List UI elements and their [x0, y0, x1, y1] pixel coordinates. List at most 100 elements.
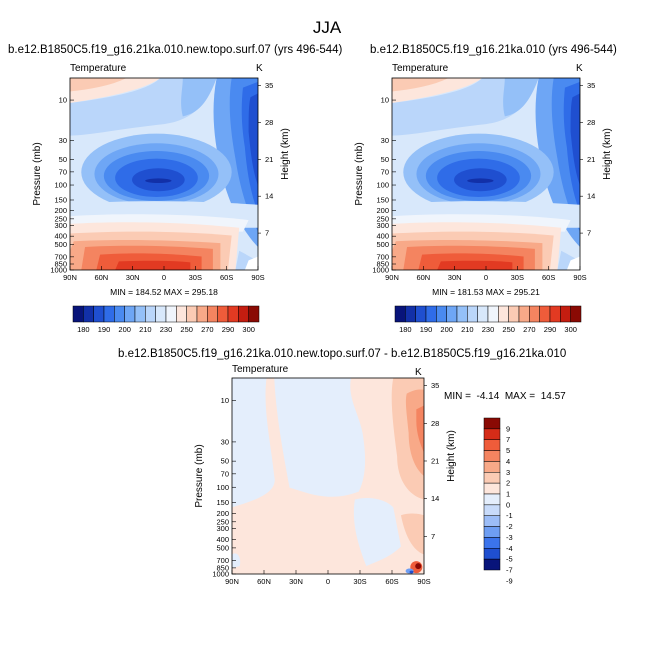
panel-3-colorbar-label: 5 — [506, 446, 510, 455]
y-tick-label: 200 — [376, 206, 389, 215]
panel-1-unit-label: K — [256, 63, 263, 74]
panel-3-colorbar-swatch — [483, 428, 501, 440]
panel-3-title: b.e12.B1850C5.f19_g16.21ka.010.new.topo.… — [118, 348, 567, 360]
x-tick-label: 90S — [573, 273, 586, 282]
panel-1-colorbar-label: 290 — [222, 325, 235, 334]
panel-2-title: b.e12.B1850C5.f19_g16.21ka.010 (yrs 496-… — [370, 44, 617, 56]
right-axis-label: Height (km) — [280, 128, 291, 180]
panel-2-variable-label: Temperature — [392, 63, 449, 74]
y-tick-label: 10 — [381, 96, 389, 105]
x-tick-label: 60N — [416, 273, 430, 282]
panel-2-colorbar-label: 200 — [440, 325, 453, 334]
panel-2-colorbar-label: 250 — [502, 325, 515, 334]
panel-3-colorbar-swatch — [483, 526, 501, 538]
panel-2-colorbar-label: 210 — [461, 325, 474, 334]
y-tick-label: 300 — [54, 221, 67, 230]
height-tick-label: 21 — [431, 456, 439, 465]
panel-3-colorbar-swatch — [483, 548, 501, 560]
panel-1-variable-label: Temperature — [70, 63, 127, 74]
panel-3-stats: MIN = -4.14 MAX = 14.57 — [444, 391, 566, 402]
height-tick-label: 35 — [431, 381, 439, 390]
y-tick-label: 500 — [54, 240, 67, 249]
y-tick-label: 700 — [216, 556, 229, 565]
panel-1-stats: MIN = 184.52 MAX = 295.18 — [110, 287, 218, 297]
y-tick-label: 500 — [216, 543, 229, 552]
panel-1-title: b.e12.B1850C5.f19_g16.21ka.010.new.topo.… — [8, 44, 343, 56]
right-axis-label: Height (km) — [602, 128, 613, 180]
y-tick-label: 1000 — [50, 266, 67, 275]
y-tick-label: 100 — [376, 181, 389, 190]
x-tick-label: 60S — [220, 273, 233, 282]
y-tick-label: 700 — [376, 252, 389, 261]
panel-2-unit-label: K — [576, 63, 583, 74]
y-tick-label: 70 — [59, 167, 67, 176]
y-tick-label: 700 — [54, 252, 67, 261]
y-tick-label: 300 — [376, 221, 389, 230]
x-tick-label: 60N — [94, 273, 108, 282]
x-tick-label: 30N — [289, 577, 303, 586]
panel-3-colorbar-label: -2 — [506, 522, 513, 531]
panel-3-colorbar-swatch — [483, 558, 501, 571]
panel-1-colorbar-label: 230 — [160, 325, 173, 334]
panel-3-colorbar-label: 1 — [506, 490, 510, 499]
height-tick-label: 35 — [587, 81, 595, 90]
panel-3-colorbar-swatch — [483, 504, 501, 516]
panel-3-colorbar-label: -9 — [506, 576, 513, 585]
panel-1-colorbar-label: 210 — [139, 325, 152, 334]
panel-3-colorbar-label: 9 — [506, 424, 510, 433]
x-tick-label: 0 — [326, 577, 330, 586]
y-tick-label: 50 — [221, 457, 229, 466]
panel-2-colorbar-label: 300 — [564, 325, 577, 334]
y-tick-label: 400 — [216, 535, 229, 544]
panel-1-colorbar-label: 250 — [180, 325, 193, 334]
height-tick-label: 14 — [265, 192, 273, 201]
x-tick-label: 90N — [63, 273, 77, 282]
panel-1-colorbar-label: 190 — [98, 325, 111, 334]
panel-3-colorbar-swatch — [483, 461, 501, 473]
height-tick-label: 35 — [265, 81, 273, 90]
panel-3-field — [232, 378, 424, 574]
panel-3-variable-label: Temperature — [232, 364, 289, 375]
y-tick-label: 1000 — [372, 266, 389, 275]
y-tick-label: 850 — [216, 563, 229, 572]
y-tick-label: 850 — [376, 260, 389, 269]
y-tick-label: 250 — [376, 214, 389, 223]
panel-3-colorbar-label: 7 — [506, 435, 510, 444]
x-tick-label: 60S — [542, 273, 555, 282]
height-tick-label: 7 — [587, 229, 591, 238]
right-axis-label: Height (km) — [446, 430, 457, 482]
panel-3-colorbar-swatch — [483, 493, 501, 506]
x-tick-label: 90N — [385, 273, 399, 282]
panel-3-colorbar-label: 2 — [506, 479, 510, 488]
height-tick-label: 7 — [265, 229, 269, 238]
panel-1-colorbar-swatch — [248, 305, 260, 323]
x-tick-label: 30S — [353, 577, 366, 586]
y-tick-label: 70 — [381, 167, 389, 176]
panel-3-colorbar-label: -1 — [506, 511, 513, 520]
y-tick-label: 150 — [54, 195, 67, 204]
y-tick-label: 200 — [216, 509, 229, 518]
panel-1-colorbar-label: 300 — [242, 325, 255, 334]
y-tick-label: 500 — [376, 240, 389, 249]
panel-3-colorbar-label: 4 — [506, 457, 510, 466]
y-tick-label: 300 — [216, 524, 229, 533]
height-tick-label: 14 — [431, 494, 439, 503]
y-tick-label: 250 — [54, 214, 67, 223]
x-tick-label: 90S — [251, 273, 264, 282]
panel-2-colorbar-label: 230 — [482, 325, 495, 334]
panel-2-colorbar-label: 190 — [420, 325, 433, 334]
panel-2-colorbar-label: 180 — [399, 325, 412, 334]
panel-2-stats: MIN = 181.53 MAX = 295.21 — [432, 287, 540, 297]
y-tick-label: 200 — [54, 206, 67, 215]
x-tick-label: 30S — [189, 273, 202, 282]
panel-3-colorbar-swatch — [483, 417, 501, 430]
height-tick-label: 28 — [265, 118, 273, 127]
x-tick-label: 90S — [417, 577, 430, 586]
panel-3-colorbar-swatch — [483, 515, 501, 527]
x-tick-label: 0 — [162, 273, 166, 282]
panel-3-colorbar-label: -4 — [506, 544, 513, 553]
y-tick-label: 30 — [59, 136, 67, 145]
y-tick-label: 1000 — [212, 570, 229, 579]
x-tick-label: 60S — [385, 577, 398, 586]
